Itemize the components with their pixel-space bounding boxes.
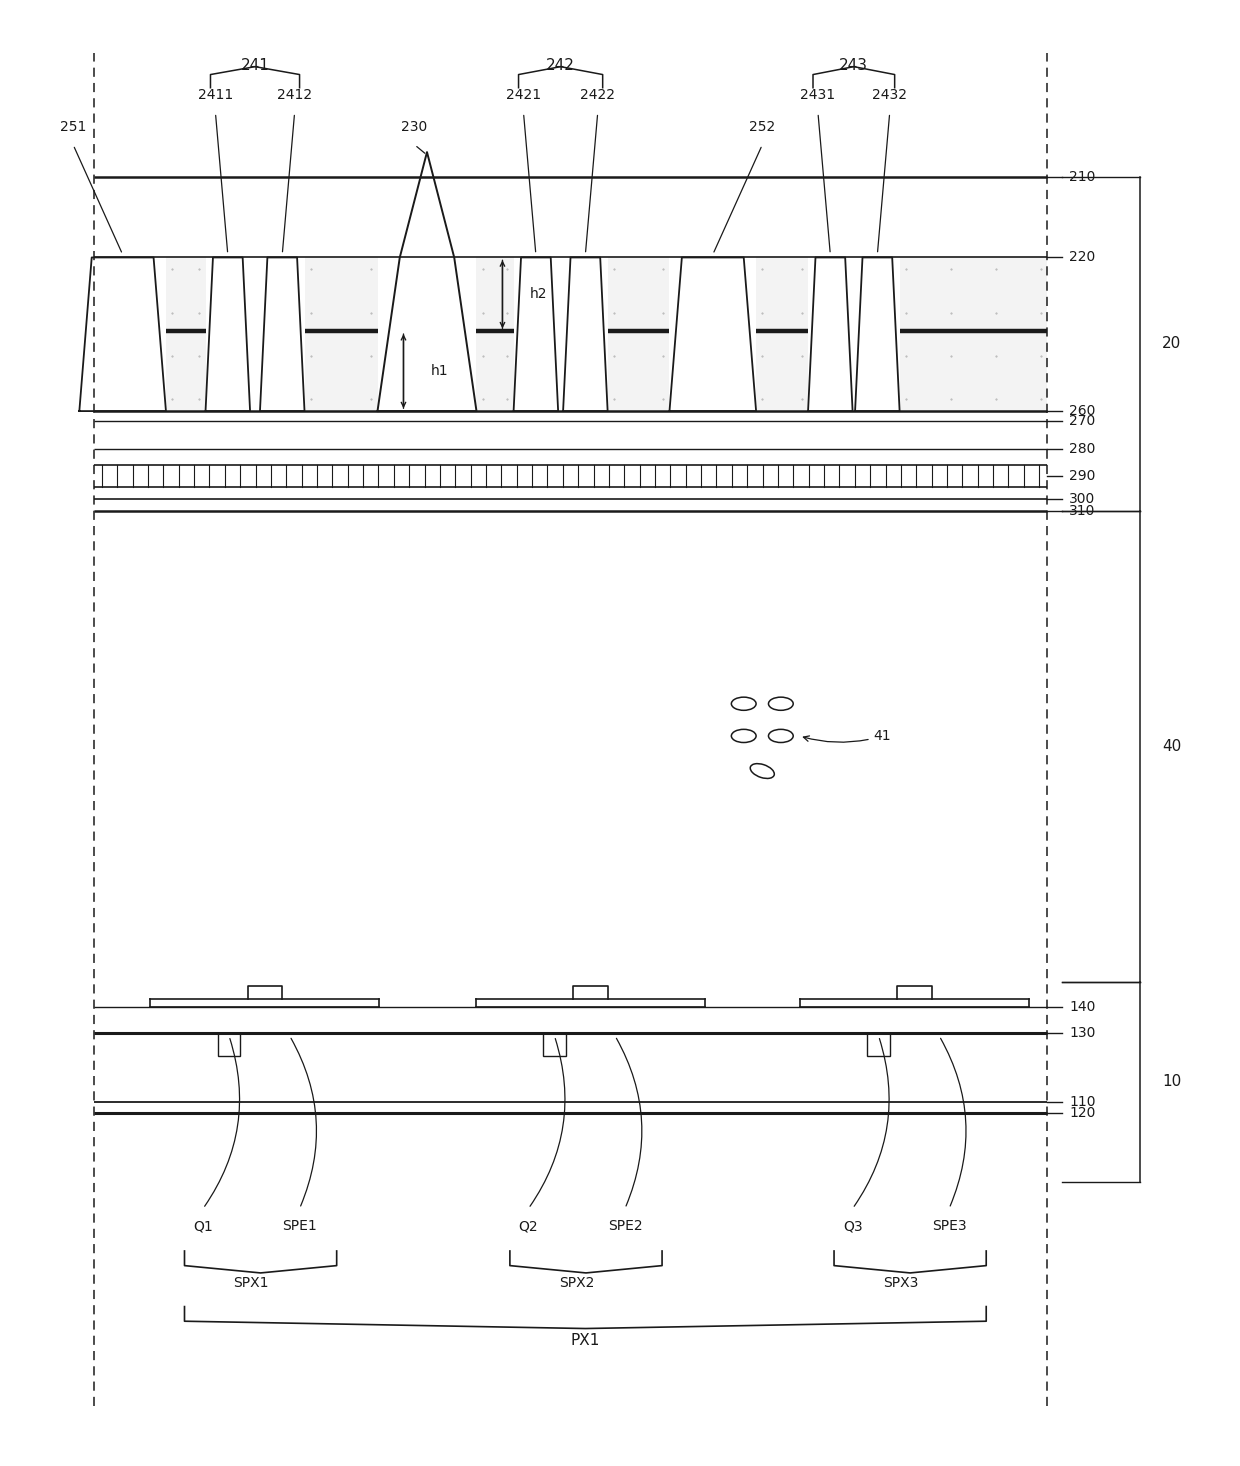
Text: 2431: 2431 [800,88,836,103]
Text: h2: h2 [529,287,547,302]
Bar [543,1034,565,1057]
Text: 2432: 2432 [872,88,908,103]
Text: 290: 290 [1069,469,1095,484]
Text: SPX3: SPX3 [883,1277,919,1290]
Text: SPE1: SPE1 [283,1220,317,1233]
Text: 310: 310 [1069,504,1095,517]
Text: 2421: 2421 [506,88,541,103]
Text: Q1: Q1 [193,1220,213,1233]
Text: 20: 20 [1162,336,1182,352]
Bar [305,258,377,410]
Bar [608,258,670,410]
Text: SPE2: SPE2 [608,1220,642,1233]
Text: 251: 251 [60,120,87,135]
Text: 270: 270 [1069,415,1095,428]
Text: 241: 241 [241,59,269,73]
Text: 210: 210 [1069,170,1095,183]
Text: SPX2: SPX2 [559,1277,594,1290]
Text: 120: 120 [1069,1107,1095,1120]
Text: 2411: 2411 [198,88,233,103]
Text: 280: 280 [1069,443,1095,456]
Text: 110: 110 [1069,1095,1096,1108]
Text: 2412: 2412 [277,88,312,103]
Text: SPE3: SPE3 [931,1220,966,1233]
Text: 140: 140 [1069,1000,1095,1013]
Bar [868,1034,890,1057]
Bar [166,258,206,410]
Text: 230: 230 [402,120,428,135]
Text: 130: 130 [1069,1026,1095,1039]
Text: 40: 40 [1162,739,1182,754]
Bar [476,258,513,410]
Text: Q2: Q2 [518,1220,538,1233]
Text: 242: 242 [546,59,575,73]
Bar [218,1034,241,1057]
Text: 41: 41 [804,729,892,743]
Text: PX1: PX1 [570,1333,600,1347]
Text: 220: 220 [1069,251,1095,264]
Text: 260: 260 [1069,405,1095,418]
Text: 243: 243 [839,59,868,73]
Text: Q3: Q3 [843,1220,862,1233]
Text: 300: 300 [1069,493,1095,506]
Text: SPX1: SPX1 [233,1277,269,1290]
Bar [899,258,1047,410]
Text: 10: 10 [1162,1075,1182,1089]
Text: 252: 252 [749,120,775,135]
Bar [756,258,808,410]
Text: 2422: 2422 [580,88,615,103]
Text: h1: h1 [430,364,449,378]
